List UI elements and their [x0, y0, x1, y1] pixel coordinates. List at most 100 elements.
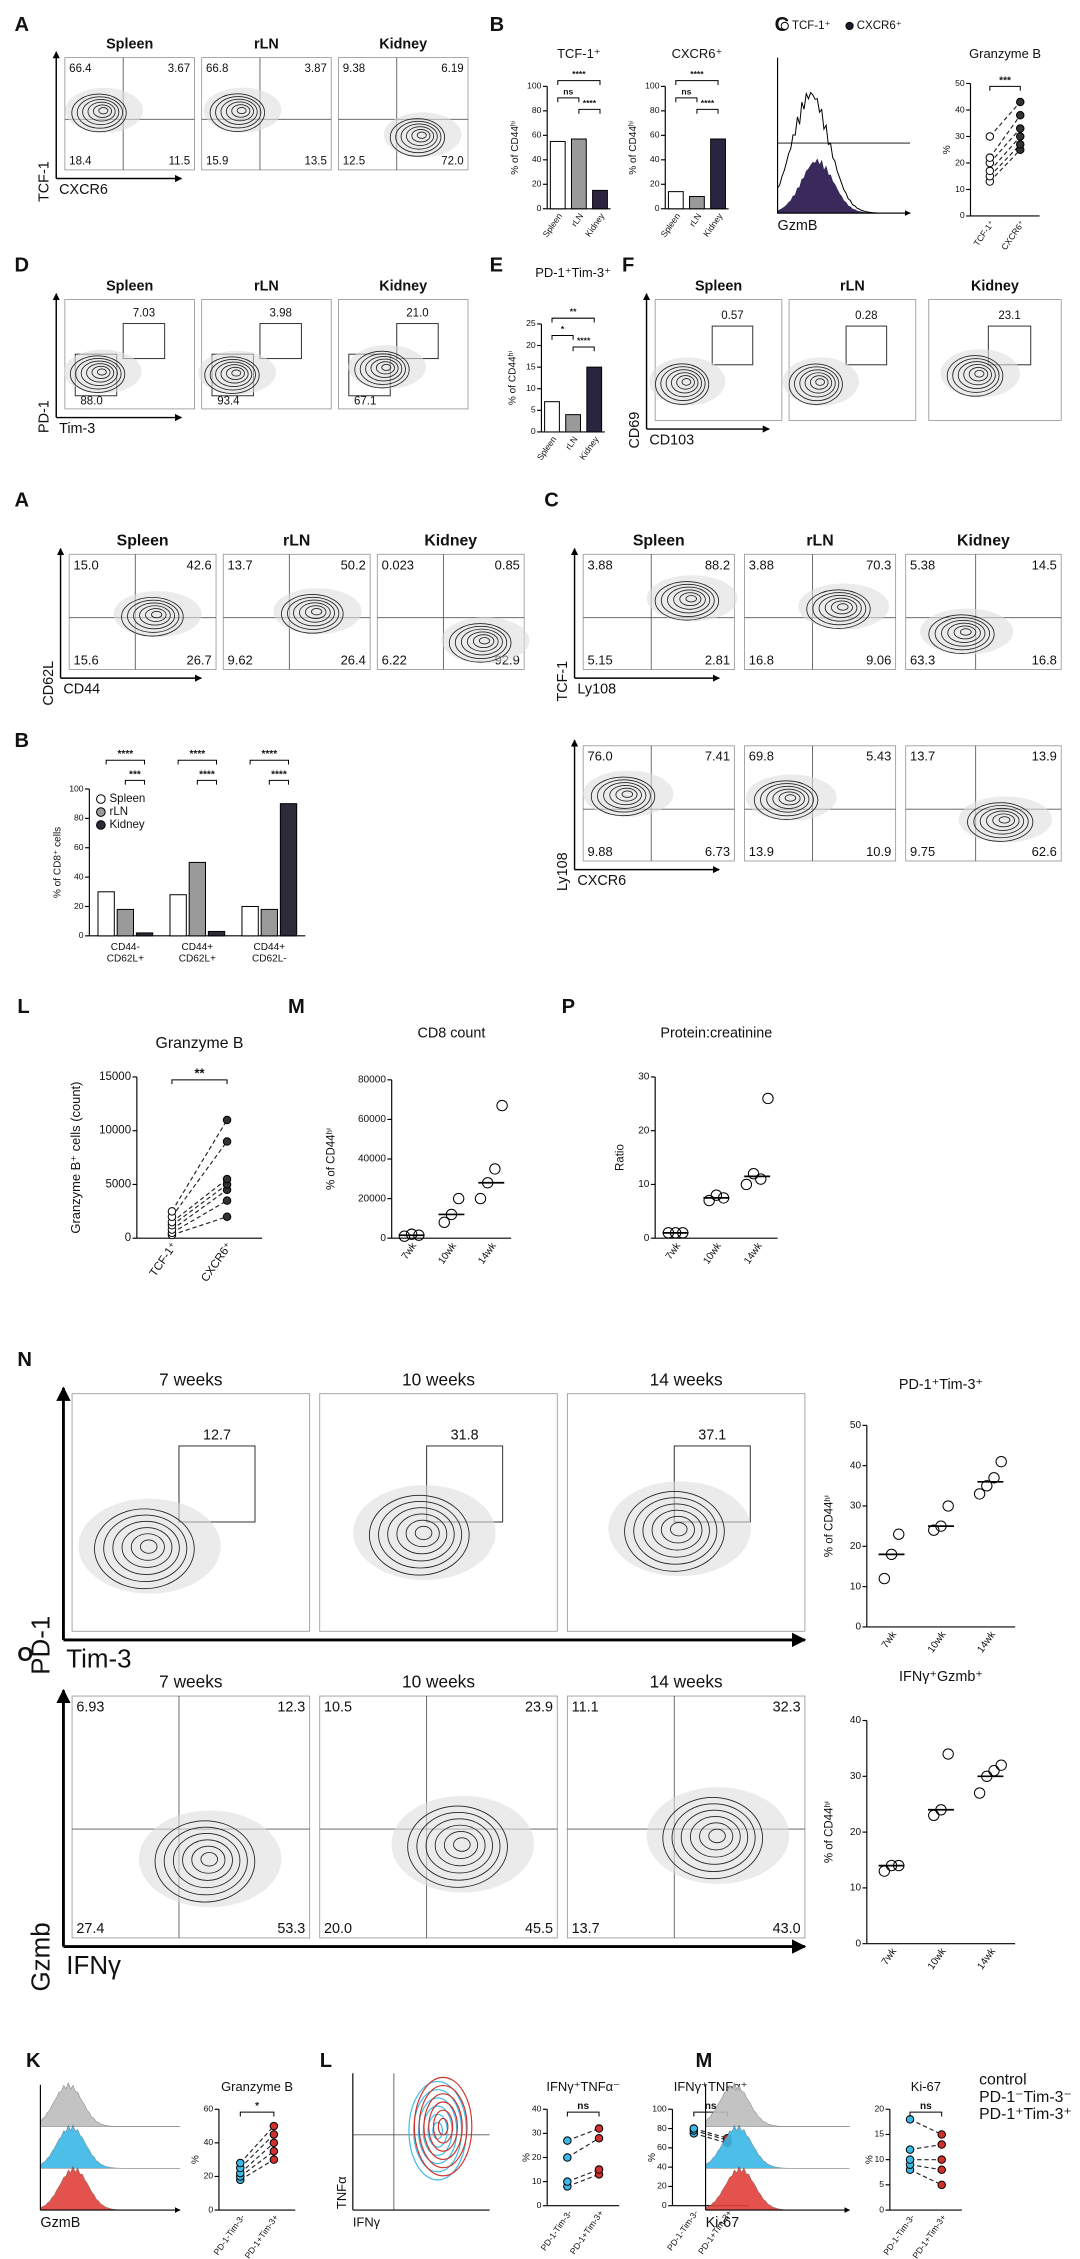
gate-value: 21.0 — [406, 308, 428, 320]
y-axis-label: TCF-1 — [37, 161, 53, 202]
contour — [968, 366, 989, 382]
data-point — [985, 153, 995, 162]
contour — [368, 1494, 470, 1576]
contour — [689, 1816, 741, 1858]
contour — [660, 583, 715, 618]
chart-title: Granzyme B — [969, 46, 1041, 61]
contour — [673, 589, 706, 610]
pair-line — [239, 2134, 275, 2169]
contour — [681, 378, 692, 386]
y-tick-label: 15 — [875, 2129, 885, 2139]
quadrant-value: 27.4 — [76, 1921, 104, 1937]
quadrant-value: 9.62 — [228, 652, 253, 667]
bar — [116, 908, 135, 937]
bar — [586, 366, 603, 433]
pair-line — [989, 149, 1021, 182]
contour — [952, 358, 1000, 393]
sig-bracket — [696, 108, 719, 114]
x-axis-label: CD103 — [649, 432, 694, 448]
plot-title: rLN — [254, 278, 279, 294]
bar — [592, 189, 608, 210]
y-axis-label: Ly108 — [555, 852, 571, 891]
y-tick-label: 40 — [657, 2161, 667, 2171]
quadrant-value: 9.88 — [588, 844, 613, 859]
y-axis-label: Gzmb — [28, 1922, 56, 1991]
quadrant-value: 10.9 — [866, 844, 891, 859]
y-tick-label: 10 — [526, 383, 536, 393]
pair-line — [171, 1183, 228, 1226]
contour — [75, 357, 122, 390]
y-tick-label: 25 — [526, 318, 536, 328]
quadrant-value: 13.9 — [749, 844, 774, 859]
y-tick-label: 5 — [531, 405, 536, 415]
y-tick-label: 10 — [850, 1581, 862, 1592]
panel-letter: A — [14, 489, 29, 511]
sig-bracket — [177, 759, 218, 765]
data-point — [893, 1528, 905, 1540]
data-point — [985, 132, 995, 141]
contour — [794, 366, 840, 402]
sig-bracket — [909, 2111, 943, 2117]
chart-title: Protein:creatinine — [660, 1026, 772, 1042]
y-tick-label: 15 — [526, 361, 536, 371]
plot-title: 14 weeks — [650, 1672, 723, 1692]
density-cloud — [782, 357, 859, 406]
sig-bracket — [249, 759, 290, 765]
plot-title: 14 weeks — [650, 1369, 723, 1389]
data-point — [747, 1168, 760, 1180]
sig-bracket — [989, 85, 1021, 91]
x-axis-label: Ki-67 — [706, 2215, 740, 2231]
x-axis-label: Tim-3 — [59, 421, 95, 437]
quadrant-value: 6.19 — [441, 63, 463, 75]
y-tick-label: 40 — [204, 2137, 214, 2147]
sig-bracket — [675, 97, 698, 103]
panel-letter: A — [14, 14, 29, 36]
panel-letter: E — [490, 255, 503, 277]
data-point — [563, 2136, 572, 2145]
y-axis-label: % of CD44ʰⁱ — [507, 351, 518, 406]
quadrant-value: 0.85 — [495, 557, 520, 572]
y-tick-label: 0 — [79, 930, 84, 940]
contour — [400, 123, 438, 150]
quadrant-value: 5.43 — [866, 749, 891, 764]
y-tick-label: 100 — [527, 81, 542, 91]
contour — [837, 603, 849, 611]
data-point — [985, 166, 995, 176]
contour — [788, 363, 843, 405]
panel-letter: B — [14, 730, 29, 752]
contour — [799, 369, 836, 398]
density-cloud — [78, 1498, 221, 1594]
legend-label: Kidney — [110, 819, 145, 831]
y-axis-label: % — [191, 2155, 202, 2164]
pair-line — [171, 1216, 228, 1236]
contour — [472, 634, 495, 649]
sig-label: * — [255, 2101, 259, 2112]
y-axis-label: CD69 — [627, 412, 643, 449]
data-point — [942, 1500, 954, 1512]
x-axis-label: CD44 — [63, 681, 100, 697]
quadrant-value: 66.8 — [206, 63, 228, 75]
bar — [689, 196, 705, 210]
pair-line — [239, 2142, 275, 2174]
x-axis-label: IFNγ — [66, 1952, 121, 1980]
quadrant-value: 13.7 — [228, 557, 253, 572]
y-tick-label: 100 — [645, 81, 660, 91]
contour — [804, 372, 833, 394]
data-point — [710, 1189, 723, 1201]
gate — [845, 325, 888, 366]
gate-value: 93.4 — [217, 396, 240, 408]
chart-title: Granzyme B — [156, 1035, 244, 1052]
data-point — [1016, 140, 1025, 149]
panel-letter: L — [320, 2050, 332, 2072]
contour — [305, 605, 327, 619]
y-axis-label: CD62L — [41, 661, 57, 706]
contour — [151, 610, 163, 619]
contour — [428, 2101, 459, 2152]
x-axis-label: Tim-3 — [66, 1645, 131, 1673]
contour — [76, 96, 123, 129]
contour — [145, 608, 167, 622]
y-tick-label: 40 — [650, 154, 660, 164]
data-point — [269, 2130, 279, 2139]
chart-title: TCF-1⁺ — [557, 46, 600, 61]
flow-plot-frame — [319, 1393, 558, 1632]
